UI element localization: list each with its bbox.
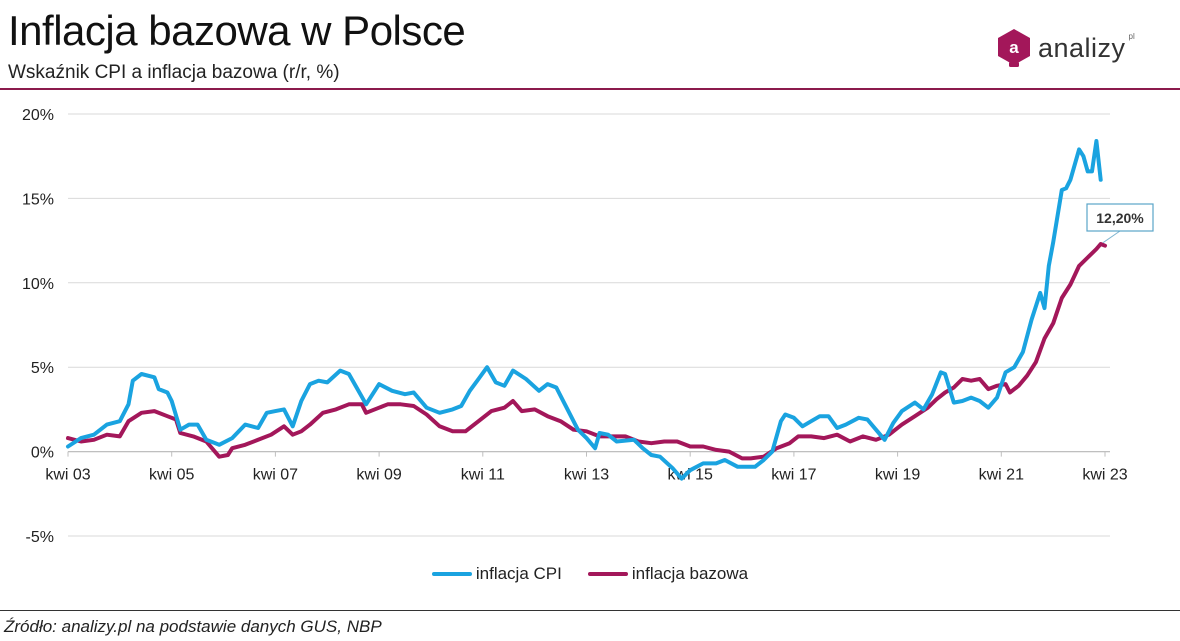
annotation-leader	[1102, 230, 1121, 244]
svg-text:a: a	[1009, 38, 1019, 57]
analizy-logo[interactable]: a analizy pl	[996, 28, 1135, 68]
x-tick-label: kwi 21	[979, 467, 1024, 484]
x-tick-label: kwi 05	[149, 467, 194, 484]
x-tick-label: kwi 23	[1082, 467, 1127, 484]
x-tick-label: kwi 09	[356, 467, 401, 484]
legend-swatch-cpi	[431, 572, 472, 576]
chart: -5% 0% 5% 10% 15% 20% kwi 03 kwi 05 kwi 07 kwi 09…	[22, 107, 1154, 546]
series-line-cpi	[66, 139, 1103, 481]
page-title: Inflacja bazowa w Polsce	[8, 7, 466, 54]
x-tick-label: kwi 03	[45, 467, 90, 484]
series-line-core	[66, 242, 1107, 461]
x-tick-label: kwi 19	[875, 467, 920, 484]
y-tick-label: 20%	[22, 107, 54, 124]
x-tick-label: kwi 07	[253, 467, 298, 484]
header-rule	[0, 88, 1180, 90]
x-tick-label: kwi 17	[771, 467, 816, 484]
logo-text: analizy	[1038, 32, 1126, 63]
x-tick-label: kwi 15	[668, 467, 713, 484]
x-tick-label: kwi 13	[564, 467, 609, 484]
y-tick-label: 0%	[31, 445, 54, 462]
legend-item-cpi: inflacja CPI	[431, 564, 562, 584]
y-tick-label: 10%	[22, 276, 54, 293]
legend-item-core: inflacja bazowa	[587, 564, 749, 584]
legend-label-core: inflacja bazowa	[631, 564, 749, 583]
legend-label-cpi: inflacja CPI	[475, 564, 562, 583]
annotation-label: 12,20%	[1096, 210, 1144, 226]
y-tick-label: 15%	[22, 191, 54, 208]
logo-sup: pl	[1128, 31, 1135, 41]
legend-swatch-core	[587, 572, 628, 576]
annotation-box	[1086, 203, 1154, 232]
legend: inflacja CPI inflacja bazowa	[0, 564, 1180, 584]
x-tick-label: kwi 11	[461, 467, 505, 484]
y-tick-label: -5%	[26, 529, 54, 546]
source-note: Źródło: analizy.pl na podstawie danych G…	[4, 617, 382, 636]
footer-rule	[0, 610, 1180, 611]
page-subtitle: Wskaźnik CPI a inflacja bazowa (r/r, %)	[8, 62, 340, 83]
y-tick-label: 5%	[31, 360, 54, 377]
analizy-logo-icon: a	[998, 29, 1030, 67]
